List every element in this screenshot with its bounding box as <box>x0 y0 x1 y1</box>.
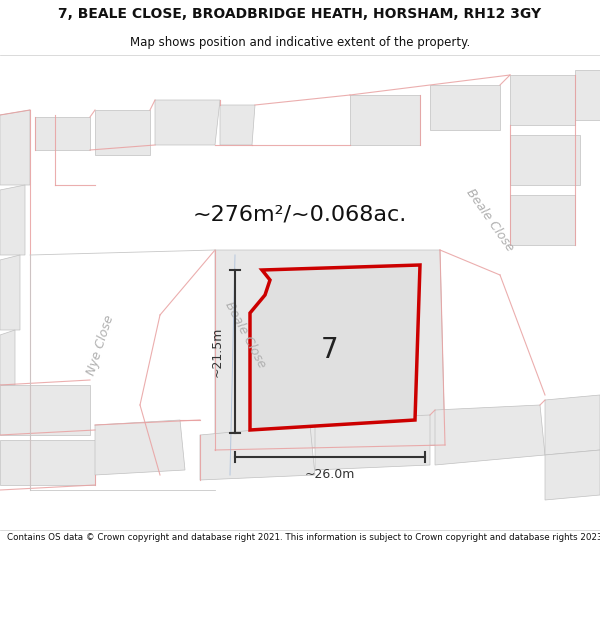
Text: Contains OS data © Crown copyright and database right 2021. This information is : Contains OS data © Crown copyright and d… <box>7 533 600 542</box>
Polygon shape <box>0 110 30 185</box>
Polygon shape <box>250 265 420 430</box>
Polygon shape <box>0 330 15 385</box>
Polygon shape <box>95 420 185 475</box>
Polygon shape <box>215 250 445 450</box>
Polygon shape <box>510 195 575 245</box>
Text: 7: 7 <box>321 336 339 364</box>
Text: ~21.5m: ~21.5m <box>211 326 223 377</box>
Text: 7, BEALE CLOSE, BROADBRIDGE HEATH, HORSHAM, RH12 3GY: 7, BEALE CLOSE, BROADBRIDGE HEATH, HORSH… <box>58 7 542 21</box>
Polygon shape <box>545 395 600 455</box>
Polygon shape <box>0 385 90 435</box>
Polygon shape <box>315 415 430 470</box>
Polygon shape <box>0 55 600 530</box>
Polygon shape <box>575 70 600 120</box>
Text: Nye Close: Nye Close <box>84 313 116 377</box>
Polygon shape <box>200 425 315 480</box>
Polygon shape <box>0 440 95 485</box>
Polygon shape <box>350 95 420 145</box>
Text: Beale Close: Beale Close <box>464 186 517 254</box>
Text: Map shows position and indicative extent of the property.: Map shows position and indicative extent… <box>130 36 470 49</box>
Text: ~26.0m: ~26.0m <box>305 469 355 481</box>
Polygon shape <box>430 85 500 130</box>
Polygon shape <box>0 255 20 330</box>
Polygon shape <box>545 450 600 500</box>
Polygon shape <box>435 405 545 465</box>
Text: ~276m²/~0.068ac.: ~276m²/~0.068ac. <box>193 205 407 225</box>
Polygon shape <box>220 105 255 145</box>
Polygon shape <box>155 100 220 145</box>
Polygon shape <box>35 117 90 150</box>
Polygon shape <box>510 75 575 125</box>
Polygon shape <box>95 110 150 155</box>
Text: Beale Close: Beale Close <box>222 299 268 371</box>
Polygon shape <box>0 185 25 255</box>
Polygon shape <box>510 135 580 185</box>
